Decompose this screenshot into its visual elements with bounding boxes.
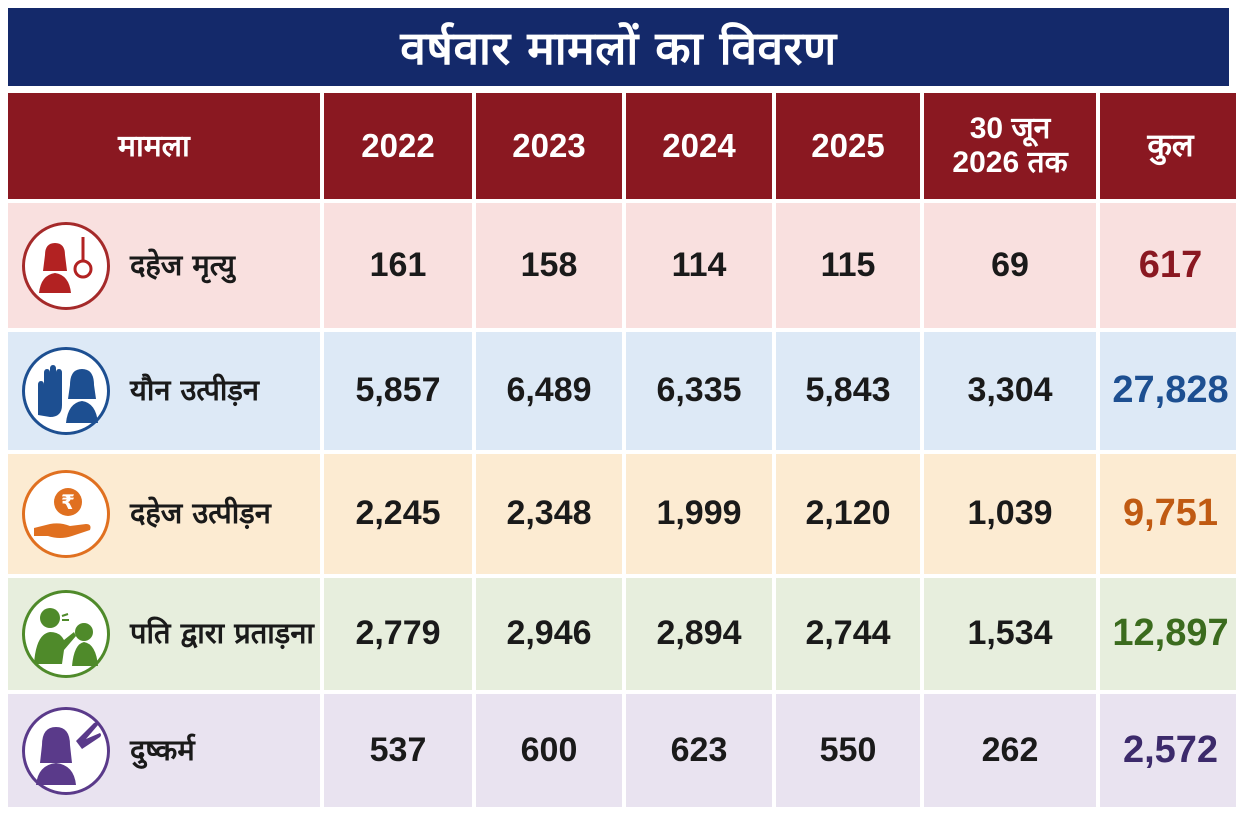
- value-cell: 5,843: [776, 332, 920, 450]
- header-2023: 2023: [476, 93, 622, 199]
- cases-table: मामला 2022 2023 2024 2025 30 जून 2026 तक…: [8, 93, 1236, 811]
- value-cell: 550: [776, 694, 920, 807]
- row-rape-label-cell: दुष्कर्म: [8, 694, 320, 807]
- page-title: वर्षवार मामलों का विवरण: [8, 8, 1229, 86]
- total-cell: 617: [1100, 203, 1236, 328]
- woman-covering-face-hand-icon: [22, 706, 110, 795]
- header-till-june-2026-line1: 30 जून: [969, 111, 1051, 145]
- man-shouting-woman-icon: [22, 590, 110, 678]
- row-sexual-harassment-label-cell: यौन उत्पीड़न: [8, 332, 320, 450]
- value-cell: 623: [626, 694, 772, 807]
- stop-hand-woman-icon: [22, 347, 110, 435]
- value-cell: 537: [324, 694, 472, 807]
- total-cell: 2,572: [1100, 694, 1236, 807]
- row-husband-cruelty-label-cell: पति द्वारा प्रताड़ना: [8, 578, 320, 690]
- case-label: दुष्कर्म: [130, 732, 195, 767]
- value-cell: 2,894: [626, 578, 772, 690]
- svg-text:₹: ₹: [61, 490, 75, 514]
- case-label: पति द्वारा प्रताड़ना: [130, 616, 314, 651]
- total-cell: 27,828: [1100, 332, 1236, 450]
- header-till-june-2026-line2: 2026 तक: [952, 146, 1068, 179]
- case-label: दहेज उत्पीड़न: [130, 496, 271, 531]
- value-cell: 158: [476, 203, 622, 328]
- value-cell: 262: [924, 694, 1096, 807]
- value-cell: 600: [476, 694, 622, 807]
- value-cell: 6,335: [626, 332, 772, 450]
- value-cell: 5,857: [324, 332, 472, 450]
- value-cell: 2,946: [476, 578, 622, 690]
- value-cell: 2,120: [776, 454, 920, 574]
- value-cell: 1,999: [626, 454, 772, 574]
- value-cell: 2,245: [324, 454, 472, 574]
- value-cell: 2,779: [324, 578, 472, 690]
- noose-woman-icon: [22, 221, 110, 310]
- value-cell: 2,348: [476, 454, 622, 574]
- total-cell: 12,897: [1100, 578, 1236, 690]
- header-2022: 2022: [324, 93, 472, 199]
- value-cell: 115: [776, 203, 920, 328]
- header-till-june-2026: 30 जून 2026 तक: [924, 93, 1096, 199]
- header-case: मामला: [8, 93, 320, 199]
- total-cell: 9,751: [1100, 454, 1236, 574]
- value-cell: 6,489: [476, 332, 622, 450]
- value-cell: 3,304: [924, 332, 1096, 450]
- value-cell: 114: [626, 203, 772, 328]
- header-2024: 2024: [626, 93, 772, 199]
- value-cell: 69: [924, 203, 1096, 328]
- row-dowry-harassment-label-cell: ₹ दहेज उत्पीड़न: [8, 454, 320, 574]
- header-2025: 2025: [776, 93, 920, 199]
- value-cell: 161: [324, 203, 472, 328]
- case-label: दहेज मृत्यु: [130, 247, 235, 282]
- header-total: कुल: [1100, 93, 1236, 199]
- value-cell: 1,039: [924, 454, 1096, 574]
- row-dowry-death-label-cell: दहेज मृत्यु: [8, 203, 320, 328]
- case-label: यौन उत्पीड़न: [130, 373, 259, 408]
- value-cell: 2,744: [776, 578, 920, 690]
- value-cell: 1,534: [924, 578, 1096, 690]
- rupee-hand-icon: ₹: [22, 470, 110, 558]
